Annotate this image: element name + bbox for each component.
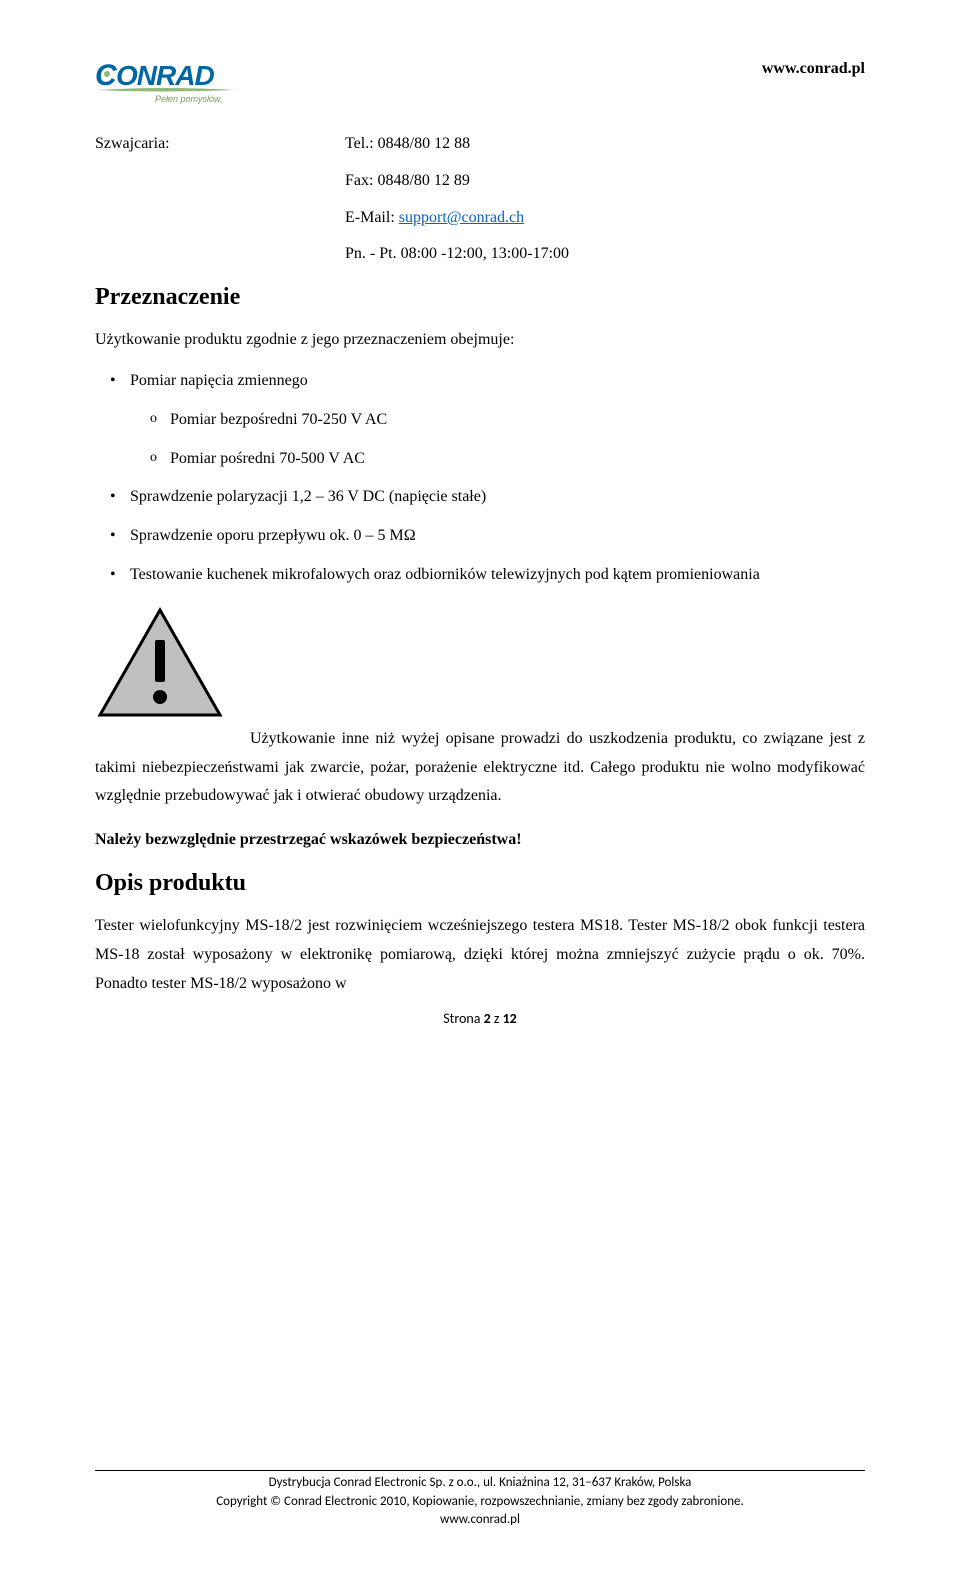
page-total: 12 — [503, 1010, 517, 1027]
warning-icon-container — [95, 605, 865, 725]
warning-triangle-icon — [95, 605, 225, 720]
list-item: Sprawdzenie oporu przepływu ok. 0 – 5 MΩ — [130, 522, 865, 551]
purpose-intro: Użytkowanie produktu zgodnie z jego prze… — [95, 326, 865, 355]
header-url: www.conrad.pl — [762, 60, 865, 78]
safety-bold-text: Należy bezwzględnie przestrzegać wskazów… — [95, 826, 865, 855]
warning-section: Użytkowanie inne niż wyżej opisane prowa… — [95, 605, 865, 811]
conrad-logo: C ONRAD Pełen pomysłów. — [95, 60, 245, 105]
fax-value: Fax: 0848/80 12 89 — [345, 167, 865, 196]
contact-country-row: Szwajcaria: Tel.: 0848/80 12 88 — [95, 130, 865, 159]
warning-paragraph: Użytkowanie inne niż wyżej opisane prowa… — [95, 725, 865, 811]
footer-line2: Copyright © Conrad Electronic 2010, Kopi… — [95, 1493, 865, 1511]
page-prefix: Strona — [443, 1010, 483, 1027]
svg-text:Pełen pomysłów.: Pełen pomysłów. — [155, 94, 223, 104]
svg-text:ONRAD: ONRAD — [116, 60, 214, 91]
list-item: Sprawdzenie polaryzacji 1,2 – 36 V DC (n… — [130, 483, 865, 512]
purpose-heading: Przeznaczenie — [95, 284, 865, 311]
purpose-list: Pomiar napięcia zmiennego Pomiar bezpośr… — [95, 367, 865, 590]
email-label: E-Mail: — [345, 209, 399, 226]
sub-list-item: Pomiar pośredni 70-500 V AC — [170, 445, 865, 474]
page-number: Strona 2 z 12 — [95, 1010, 865, 1027]
warning-line1: Użytkowanie inne niż wyżej opisane prowa… — [250, 730, 736, 747]
logo-area: C ONRAD Pełen pomysłów. — [95, 60, 245, 105]
page-current: 2 — [484, 1010, 491, 1027]
email-row: E-Mail: support@conrad.ch — [345, 204, 865, 233]
list-item: Pomiar napięcia zmiennego Pomiar bezpośr… — [130, 367, 865, 473]
contact-section: Szwajcaria: Tel.: 0848/80 12 88 Fax: 084… — [95, 130, 865, 269]
footer-line1: Dystrybucja Conrad Electronic Sp. z o.o.… — [95, 1474, 865, 1492]
list-item: Testowanie kuchenek mikrofalowych oraz o… — [130, 561, 865, 590]
document-page: C ONRAD Pełen pomysłów. www.conrad.pl Sz… — [0, 0, 960, 1569]
tel-value: Tel.: 0848/80 12 88 — [345, 130, 865, 159]
description-paragraph: Tester wielofunkcyjny MS-18/2 jest rozwi… — [95, 912, 865, 998]
country-label: Szwajcaria: — [95, 130, 345, 159]
list-text: Pomiar napięcia zmiennego — [130, 372, 308, 389]
hours-value: Pn. - Pt. 08:00 -12:00, 13:00-17:00 — [345, 240, 865, 269]
footer-line3: www.conrad.pl — [95, 1511, 865, 1529]
page-header: C ONRAD Pełen pomysłów. www.conrad.pl — [95, 60, 865, 105]
sub-list-item: Pomiar bezpośredni 70-250 V AC — [170, 406, 865, 435]
sub-list: Pomiar bezpośredni 70-250 V AC Pomiar po… — [130, 406, 865, 474]
email-link[interactable]: support@conrad.ch — [399, 209, 524, 226]
page-sep: z — [491, 1010, 503, 1027]
description-heading: Opis produktu — [95, 870, 865, 897]
page-footer: Dystrybucja Conrad Electronic Sp. z o.o.… — [95, 1470, 865, 1529]
